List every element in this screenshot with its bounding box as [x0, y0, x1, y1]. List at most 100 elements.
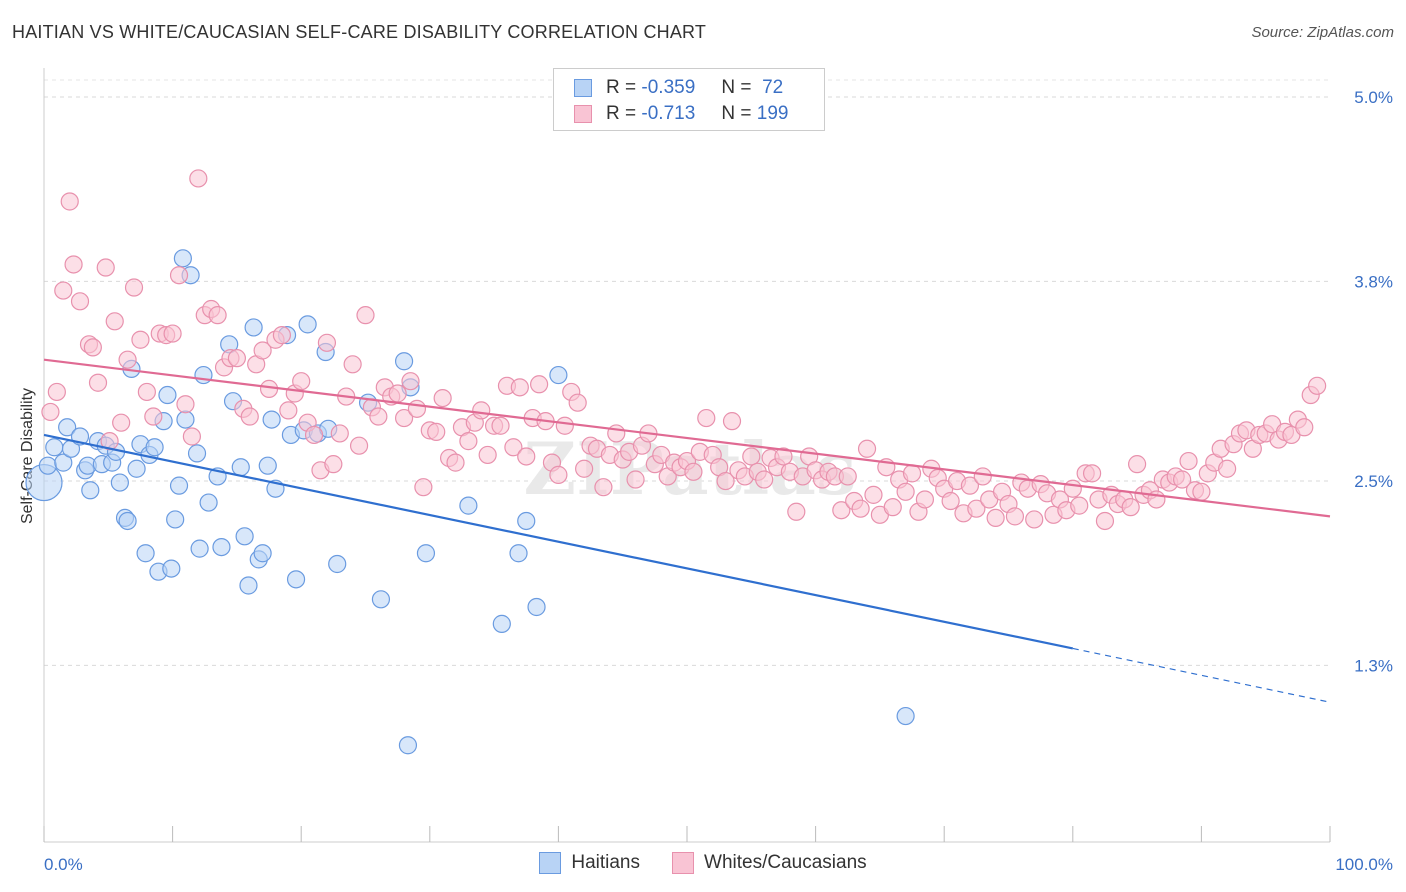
legend-swatch-whites: [574, 105, 592, 123]
bottom-legend-swatch-haitians: [539, 852, 562, 874]
white-point: [414, 478, 433, 497]
legend-r-value: -0.713: [641, 103, 696, 124]
white-point: [349, 436, 369, 455]
white-point: [902, 464, 922, 483]
y-tick-label: 5.0%: [1354, 88, 1393, 107]
white-point: [1005, 507, 1025, 526]
white-point: [1179, 451, 1198, 471]
white-point: [459, 432, 478, 451]
white-point: [427, 422, 446, 441]
white-point: [568, 393, 587, 412]
y-tick-label: 2.5%: [1354, 472, 1393, 491]
white-point: [555, 416, 574, 435]
haitian-point: [199, 493, 218, 512]
white-point: [112, 413, 131, 432]
bottom-legend-swatch-whites: [672, 852, 695, 874]
white-point: [189, 169, 208, 188]
bottom-legend-label-whites: Whites/Caucasians: [704, 852, 867, 873]
bottom-legend-label-haitians: Haitians: [571, 852, 641, 873]
legend-row-whites: R = -0.713 N = 199: [574, 101, 788, 127]
legend-n-value: 72: [762, 77, 784, 98]
haitian-point: [136, 544, 155, 563]
white-point: [47, 382, 66, 402]
haitian-point: [127, 459, 146, 478]
haitian-point: [492, 614, 511, 633]
white-point: [446, 453, 465, 472]
white-point: [626, 470, 645, 489]
bottom-legend-whites: Whites/Caucasians: [672, 852, 867, 874]
white-point: [472, 401, 491, 420]
white-point: [227, 349, 246, 368]
white-point: [163, 324, 182, 343]
haitian-point: [187, 444, 207, 463]
haitian-point: [54, 453, 73, 472]
haitian-point: [212, 537, 231, 557]
white-point: [96, 258, 115, 277]
white-point: [504, 438, 523, 457]
white-point: [1308, 376, 1327, 395]
haitian-point: [38, 456, 57, 475]
white-point: [330, 424, 349, 443]
white-point: [105, 312, 124, 331]
white-point: [787, 502, 806, 521]
white-point: [388, 384, 407, 403]
y-tick-label: 1.3%: [1354, 656, 1393, 675]
white-point: [1295, 418, 1314, 437]
white-point: [1070, 496, 1089, 515]
haitian-point: [173, 249, 192, 268]
haitian-point: [190, 539, 209, 558]
white-point: [131, 330, 150, 349]
white-point: [70, 292, 90, 311]
white-point: [1063, 479, 1082, 498]
haitian-point: [527, 597, 546, 617]
haitian-point: [81, 481, 100, 500]
haitian-point: [459, 496, 478, 515]
white-point: [530, 375, 549, 394]
y-tick-label: 3.8%: [1354, 272, 1393, 291]
haitian-point: [509, 544, 528, 563]
white-point: [64, 255, 83, 274]
haitian-point: [549, 365, 568, 385]
white-point: [1192, 482, 1211, 501]
white-point: [137, 382, 156, 402]
white-point: [960, 476, 980, 495]
bottom-legend: Haitians Whites/Caucasians: [0, 852, 1406, 874]
legend-swatch-haitians: [574, 79, 592, 97]
haitian-point: [371, 590, 391, 609]
white-point: [1025, 510, 1044, 529]
haitian-point: [398, 736, 418, 755]
white-point: [60, 192, 79, 211]
white-point: [594, 478, 613, 497]
white-point: [169, 266, 189, 285]
haitian-point: [286, 570, 306, 589]
white-point: [491, 416, 510, 435]
haitian-point: [896, 706, 915, 726]
white-point: [356, 306, 375, 325]
legend-row-haitians: R = -0.359 N = 72: [574, 75, 783, 101]
white-point: [1095, 511, 1115, 531]
white-point: [986, 508, 1005, 528]
white-trend-line: [43, 358, 1331, 518]
white-point: [394, 408, 414, 428]
x-tick-label: 100.0%: [1335, 855, 1393, 874]
white-point: [742, 447, 761, 466]
white-point: [317, 333, 337, 352]
haitian-point: [110, 473, 129, 492]
haitian-point: [166, 510, 185, 529]
white-point: [973, 467, 992, 486]
white-point: [369, 407, 388, 426]
legend-r-value: -0.359: [641, 77, 696, 98]
white-point: [857, 439, 877, 458]
white-point: [510, 378, 529, 397]
haitian-point: [45, 438, 64, 457]
haitian-point: [258, 456, 277, 475]
white-point: [1121, 498, 1140, 517]
haitian-point: [253, 544, 272, 563]
haitian-trend-extension: [1072, 647, 1331, 703]
legend: R = -0.359 N = 72 R = -0.713 N = 199: [553, 68, 825, 131]
white-point: [832, 501, 851, 520]
legend-n-label: N =: [721, 77, 752, 98]
haitian-point: [298, 315, 317, 334]
haitian-point: [235, 527, 254, 546]
white-point: [401, 372, 420, 391]
